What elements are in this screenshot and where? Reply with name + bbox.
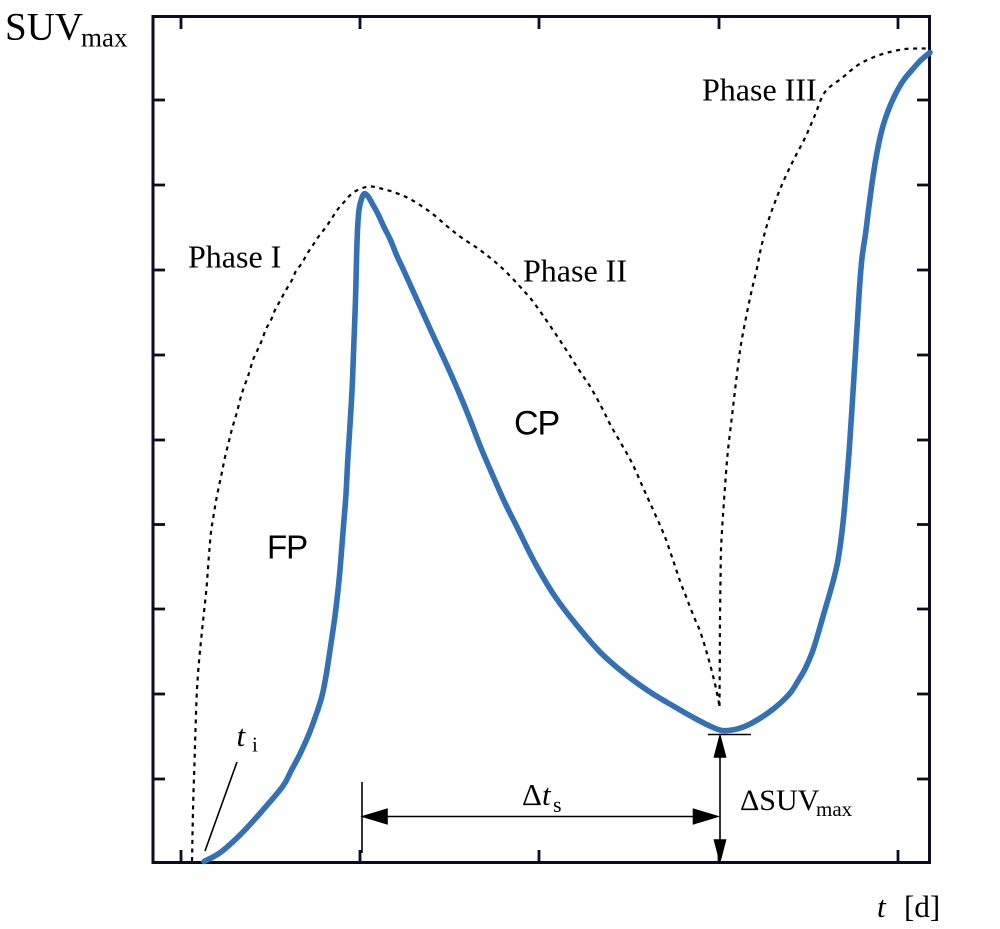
svg-text:[d]: [d] (904, 889, 940, 924)
svg-text:t: t (877, 889, 887, 924)
svg-text:max: max (81, 23, 128, 53)
svg-text:t: t (237, 718, 247, 753)
svg-text:Phase I: Phase I (188, 239, 281, 275)
svg-text:i: i (252, 733, 258, 757)
svg-text:Δt: Δt (522, 777, 552, 812)
svg-text:Phase II: Phase II (523, 253, 627, 289)
svg-text:SUV: SUV (5, 6, 83, 49)
svg-text:max: max (816, 797, 853, 821)
svg-text:s: s (553, 792, 562, 817)
svg-text:Phase III: Phase III (702, 72, 817, 108)
svg-text:FP: FP (267, 529, 307, 566)
svg-text:ΔSUV: ΔSUV (740, 784, 820, 817)
svg-text:CP: CP (514, 405, 559, 443)
